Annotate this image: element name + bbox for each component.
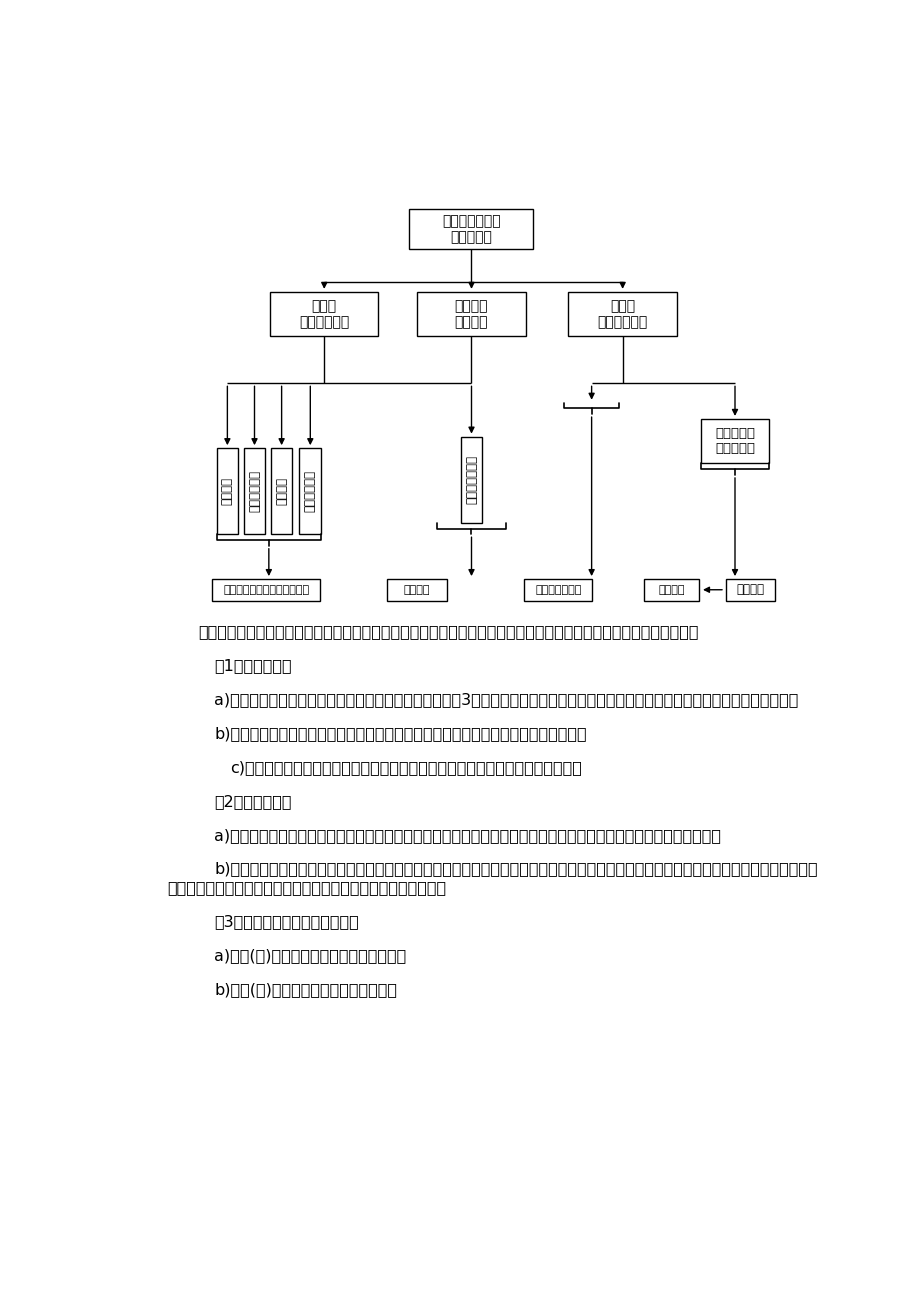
Bar [417, 292, 525, 336]
Text: 食品与生物工程中心实验室，是学校覆盖面比较宽的实验室，主要承担院内外专业基础、院内专业课程的实验任务有：: 食品与生物工程中心实验室，是学校覆盖面比较宽的实验室，主要承担院内外专业基础、院… [199, 625, 698, 639]
Text: 和食品营养与安全五个博士学位授权二级学科）的实验教学任务；: 和食品营养与安全五个博士学位授权二级学科）的实验教学任务； [167, 880, 447, 894]
Text: a)农产(食)品无损检测技术与装备研究方向: a)农产(食)品无损检测技术与装备研究方向 [214, 948, 406, 962]
Text: c)承担京江学院食品科学与工程、制药工程、安全工程专业的部分实验教学任务。: c)承担京江学院食品科学与工程、制药工程、安全工程专业的部分实验教学任务。 [230, 760, 581, 775]
Text: 食品学院: 食品学院 [403, 585, 430, 595]
Text: 仪器分析
公共平台: 仪器分析 公共平台 [454, 299, 488, 329]
Text: 食品、环境、电气、京江学院: 食品、环境、电气、京江学院 [222, 585, 309, 595]
Text: 服务对象: 服务对象 [736, 583, 764, 596]
Bar [269, 292, 378, 336]
Text: （2）研究生教学: （2）研究生教学 [214, 794, 291, 809]
Bar [409, 210, 533, 250]
Text: （3）学科科研方向与研究生培养: （3）学科科研方向与研究生培养 [214, 914, 358, 928]
Text: 生命科学导论: 生命科学导论 [303, 470, 316, 512]
Text: 食品学院: 食品学院 [657, 585, 684, 595]
Text: 微生物学: 微生物学 [221, 478, 233, 505]
Bar [643, 579, 698, 600]
Text: 研究生
实验教学平台: 研究生 实验教学平台 [596, 299, 647, 329]
Text: 食品工程原理: 食品工程原理 [248, 470, 261, 512]
Text: b)承担院内食品科学与工程博士学位一级学科（包含食品科学，粮食、油脂及植物蛋白工程，农产品加工及贮藏工程，水产品加工及贮藏工程: b)承担院内食品科学与工程博士学位一级学科（包含食品科学，粮食、油脂及植物蛋白工… [214, 862, 817, 876]
Bar [216, 448, 238, 534]
Text: a)承担院内食品科学与工程、生物技术、食品质量与安全3个本科专业基础课、专业课、选修课、综合实验及校内实习等所有实验任务；: a)承担院内食品科学与工程、生物技术、食品质量与安全3个本科专业基础课、专业课、… [214, 693, 798, 707]
Text: 学院内外、社会: 学院内外、社会 [535, 585, 581, 595]
Text: a)承担所有院内食品科学、农产品加工与贮藏工程、粮油及蛋白质工程专业的硕士研究生（工程硕士）实验教学任务；: a)承担所有院内食品科学、农产品加工与贮藏工程、粮油及蛋白质工程专业的硕士研究生… [214, 828, 720, 842]
Bar [524, 579, 592, 600]
Bar [700, 419, 768, 464]
Text: b)承担院外环境工程、安全工程、制药工程、生物医学工程等专业部分实验教学任务；: b)承担院外环境工程、安全工程、制药工程、生物医学工程等专业部分实验教学任务； [214, 727, 586, 741]
Text: 专业方向实
验教学模块: 专业方向实 验教学模块 [714, 427, 754, 456]
Bar [568, 292, 676, 336]
Text: b)农产(食)品深加工技术与装备研究方向: b)农产(食)品深加工技术与装备研究方向 [214, 982, 397, 996]
Text: 本科生
实验教学平台: 本科生 实验教学平台 [299, 299, 349, 329]
Bar [299, 448, 321, 534]
Text: （1）本科生教学: （1）本科生教学 [214, 659, 291, 673]
Bar [211, 579, 320, 600]
Text: 化工原理: 化工原理 [275, 478, 288, 505]
Text: 食品与生物工程
中心实验室: 食品与生物工程 中心实验室 [442, 215, 500, 245]
Bar [460, 436, 482, 523]
Bar [244, 448, 265, 534]
Text: 院内外检测服务: 院内外检测服务 [464, 456, 478, 504]
Bar [726, 579, 774, 600]
Bar [387, 579, 447, 600]
Bar [270, 448, 292, 534]
